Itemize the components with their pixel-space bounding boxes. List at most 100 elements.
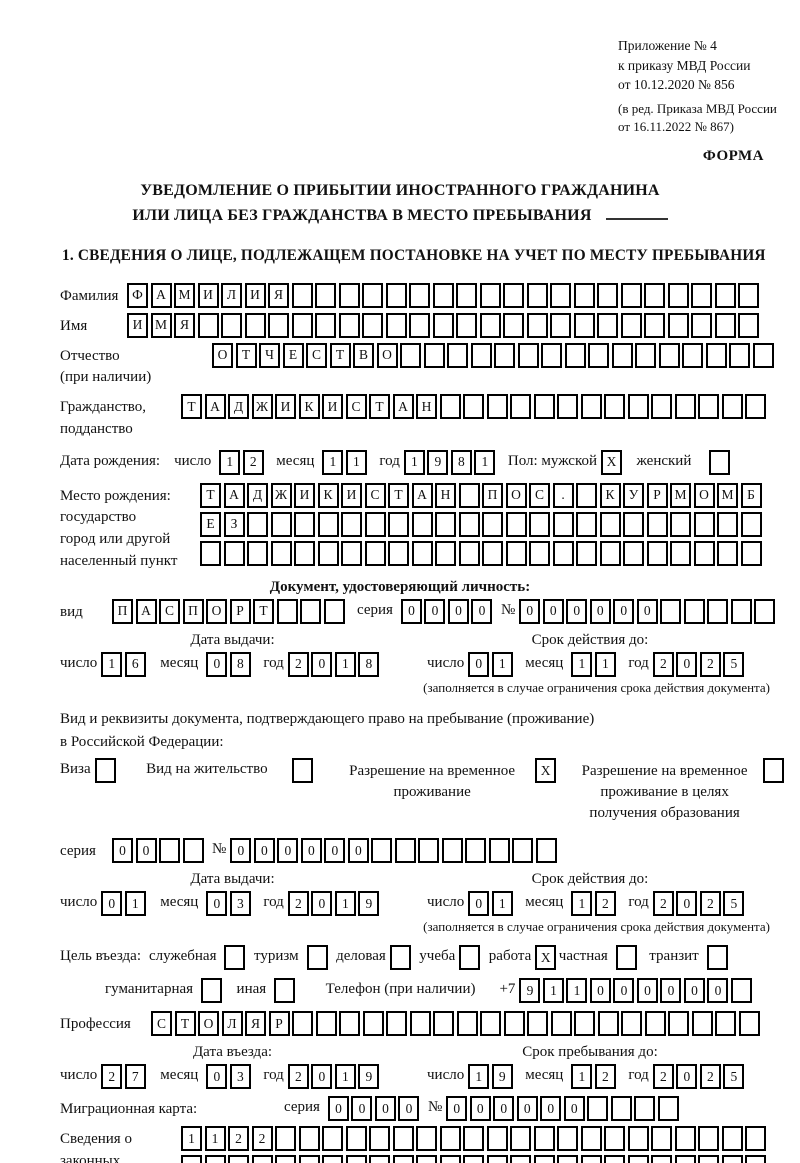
- form-cell[interactable]: [416, 1155, 437, 1163]
- form-cell[interactable]: [668, 1011, 689, 1037]
- form-cell[interactable]: [275, 1126, 296, 1152]
- form-cell[interactable]: 0: [471, 598, 493, 624]
- form-cell[interactable]: [458, 540, 480, 566]
- form-cell[interactable]: 0: [676, 651, 698, 677]
- form-cell[interactable]: [580, 394, 602, 420]
- form-cell[interactable]: [738, 1011, 760, 1037]
- form-cell[interactable]: X: [535, 945, 557, 971]
- form-cell[interactable]: [533, 1126, 555, 1152]
- form-cell[interactable]: Л: [221, 282, 242, 308]
- form-cell[interactable]: [197, 312, 219, 338]
- form-cell[interactable]: [251, 1155, 273, 1163]
- form-cell[interactable]: [341, 511, 362, 537]
- form-cell[interactable]: 9: [519, 978, 541, 1004]
- form-cell[interactable]: К: [317, 482, 339, 508]
- form-cell[interactable]: О: [206, 598, 227, 624]
- form-cell[interactable]: 0: [493, 1096, 515, 1122]
- form-cell[interactable]: [754, 598, 776, 624]
- form-cell[interactable]: П: [482, 482, 503, 508]
- form-cell[interactable]: С: [159, 598, 180, 624]
- form-cell[interactable]: О: [198, 1011, 219, 1037]
- form-cell[interactable]: 0: [613, 598, 635, 624]
- form-cell[interactable]: [706, 945, 728, 971]
- form-cell[interactable]: [620, 282, 642, 308]
- form-cell[interactable]: П: [112, 598, 133, 624]
- form-cell[interactable]: [463, 394, 484, 420]
- form-cell[interactable]: [317, 511, 339, 537]
- form-cell[interactable]: [670, 511, 691, 537]
- form-cell[interactable]: [573, 282, 595, 308]
- form-cell[interactable]: 8: [450, 449, 472, 475]
- form-cell[interactable]: [576, 511, 597, 537]
- form-cell[interactable]: [400, 342, 421, 368]
- form-cell[interactable]: [557, 1126, 578, 1152]
- form-cell[interactable]: К: [298, 394, 320, 420]
- form-cell[interactable]: [564, 342, 586, 368]
- form-cell[interactable]: [646, 511, 668, 537]
- form-cell[interactable]: 9: [427, 449, 449, 475]
- form-cell[interactable]: 1: [571, 651, 593, 677]
- form-cell[interactable]: А: [223, 482, 245, 508]
- form-cell[interactable]: [394, 838, 416, 864]
- form-cell[interactable]: [550, 282, 571, 308]
- form-cell[interactable]: [644, 312, 665, 338]
- form-cell[interactable]: [292, 1011, 313, 1037]
- form-cell[interactable]: 0: [676, 1064, 698, 1090]
- form-cell[interactable]: Д: [228, 394, 249, 420]
- form-cell[interactable]: [670, 540, 691, 566]
- form-cell[interactable]: 2: [242, 449, 264, 475]
- form-cell[interactable]: И: [244, 282, 266, 308]
- form-cell[interactable]: 2: [287, 891, 309, 917]
- form-cell[interactable]: [323, 598, 345, 624]
- form-cell[interactable]: 5: [723, 651, 745, 677]
- form-cell[interactable]: [291, 312, 313, 338]
- form-cell[interactable]: [691, 282, 712, 308]
- form-cell[interactable]: А: [411, 482, 433, 508]
- form-cell[interactable]: 0: [446, 1096, 468, 1122]
- form-cell[interactable]: 0: [400, 598, 422, 624]
- form-cell[interactable]: 2: [652, 1064, 674, 1090]
- form-cell[interactable]: [317, 540, 339, 566]
- form-cell[interactable]: [159, 838, 180, 864]
- form-cell[interactable]: 5: [723, 1064, 745, 1090]
- form-cell[interactable]: 1: [594, 651, 616, 677]
- form-cell[interactable]: 0: [469, 1096, 491, 1122]
- form-cell[interactable]: 0: [468, 651, 490, 677]
- form-cell[interactable]: 9: [491, 1064, 513, 1090]
- form-cell[interactable]: [550, 1011, 572, 1037]
- form-cell[interactable]: 0: [516, 1096, 538, 1122]
- form-cell[interactable]: [552, 540, 574, 566]
- form-cell[interactable]: [611, 342, 633, 368]
- form-cell[interactable]: 2: [699, 891, 721, 917]
- form-cell[interactable]: [392, 1155, 414, 1163]
- form-cell[interactable]: Р: [646, 482, 668, 508]
- form-cell[interactable]: [439, 1155, 461, 1163]
- form-cell[interactable]: 0: [447, 598, 469, 624]
- form-cell[interactable]: О: [693, 482, 715, 508]
- form-cell[interactable]: [674, 1126, 696, 1152]
- form-cell[interactable]: 0: [398, 1096, 420, 1122]
- form-cell[interactable]: [439, 1126, 461, 1152]
- form-cell[interactable]: [362, 282, 383, 308]
- form-cell[interactable]: [529, 540, 550, 566]
- form-cell[interactable]: И: [322, 394, 343, 420]
- form-cell[interactable]: [480, 1011, 501, 1037]
- form-cell[interactable]: [615, 945, 637, 971]
- form-cell[interactable]: 0: [311, 651, 333, 677]
- form-cell[interactable]: [721, 1155, 743, 1163]
- form-cell[interactable]: [470, 342, 492, 368]
- form-cell[interactable]: 2: [101, 1064, 123, 1090]
- form-cell[interactable]: [441, 838, 463, 864]
- form-cell[interactable]: [644, 282, 665, 308]
- form-cell[interactable]: Е: [282, 342, 304, 368]
- form-cell[interactable]: Ф: [127, 282, 148, 308]
- form-cell[interactable]: [298, 1126, 320, 1152]
- form-cell[interactable]: 0: [676, 891, 698, 917]
- form-cell[interactable]: [486, 394, 508, 420]
- form-cell[interactable]: С: [151, 1011, 172, 1037]
- form-cell[interactable]: 5: [723, 891, 745, 917]
- form-cell[interactable]: [94, 758, 116, 784]
- form-cell[interactable]: [667, 312, 689, 338]
- form-cell[interactable]: [610, 1096, 632, 1122]
- form-cell[interactable]: 2: [594, 891, 616, 917]
